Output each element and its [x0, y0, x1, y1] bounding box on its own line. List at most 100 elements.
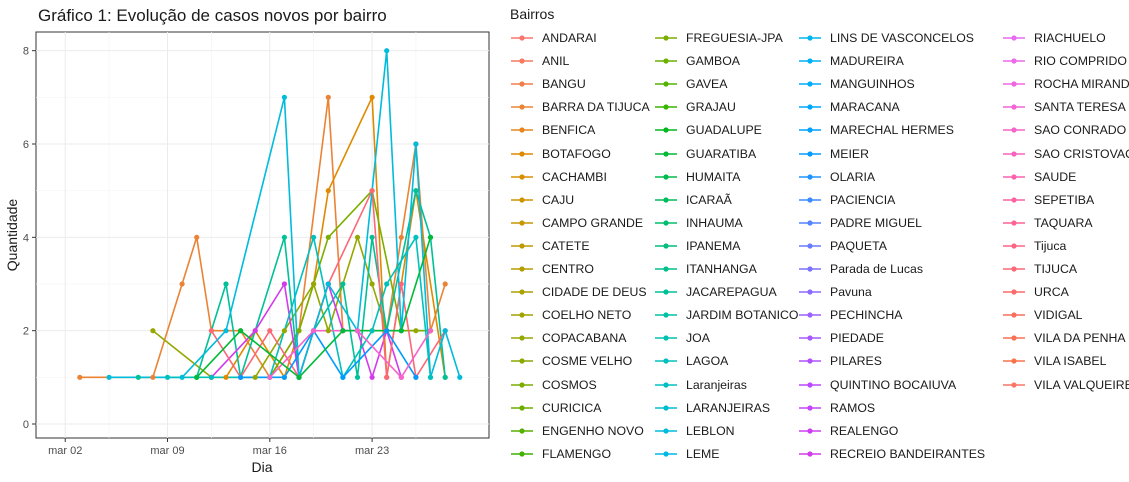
data-point — [354, 234, 361, 240]
data-point — [150, 374, 156, 380]
x-axis-label: Dia — [251, 459, 272, 475]
legend-entry: RIACHUELO — [1002, 28, 1106, 48]
legend-key — [655, 150, 677, 157]
legend-entry: JACAREPAGUA — [654, 282, 777, 302]
series-line — [210, 189, 446, 379]
legend-key-point — [807, 266, 813, 272]
legend-key-point — [519, 404, 525, 411]
legend-label: GRAJAU — [686, 100, 736, 115]
legend-entry: ANDARAI — [510, 28, 597, 48]
legend-entry: GUARATIBA — [654, 144, 756, 164]
x-tick-label: mar 16 — [253, 445, 287, 457]
legend-key — [1003, 58, 1025, 64]
series-line — [79, 96, 446, 379]
legend-label: CAJU — [542, 192, 575, 207]
legend-entry: RAMOS — [798, 398, 875, 418]
legend-label: RECREIO BANDEIRANTES — [830, 446, 986, 461]
legend-entry: SEPETIBA — [1002, 190, 1094, 210]
legend-key — [1003, 220, 1025, 226]
data-point — [398, 234, 404, 240]
legend-label: COPACABANA — [542, 331, 627, 346]
legend-key-point — [807, 104, 813, 110]
data-point — [384, 48, 390, 54]
legend-label: COSMOS — [542, 377, 597, 392]
data-point — [164, 374, 171, 380]
legend-key-point — [519, 173, 525, 180]
legend-key — [511, 127, 533, 133]
legend-key — [799, 35, 821, 41]
legend-entry: LEBLON — [654, 421, 735, 441]
legend-key — [799, 428, 821, 434]
legend-label: GAMBOA — [686, 54, 740, 69]
x-tick-label: mar 09 — [150, 445, 184, 457]
legend-key — [655, 312, 677, 318]
data-point — [457, 374, 463, 380]
legend-label: Pavuna — [830, 285, 872, 300]
data-point — [340, 281, 346, 287]
legend-entry: VILA ISABEL — [1002, 351, 1106, 371]
legend-entry: REALENGO — [798, 421, 898, 441]
legend-label: LEBLON — [686, 423, 735, 438]
data-point — [398, 374, 404, 380]
legend-key — [655, 220, 677, 226]
legend-key-point — [807, 197, 813, 203]
legend-label: ENGENHO NOVO — [542, 423, 644, 438]
legend-key — [655, 289, 677, 295]
legend-entry: IPANEMA — [654, 236, 740, 256]
legend-key — [799, 127, 821, 133]
legend-key-point — [519, 220, 525, 226]
data-point — [354, 374, 361, 380]
legend-entry: ROCHA MIRANDA — [1002, 74, 1129, 94]
legend-key-point — [1011, 381, 1017, 388]
plot-border — [35, 31, 490, 439]
data-point — [369, 188, 375, 194]
legend-label: Laranjeiras — [686, 377, 747, 392]
legend-key-point — [1011, 289, 1017, 295]
data-point — [194, 374, 200, 380]
legend-label: PADRE MIGUEL — [830, 215, 923, 230]
data-point — [398, 328, 404, 334]
legend-key-point — [663, 266, 669, 272]
legend-entry: FREGUESIA-JPA — [654, 28, 783, 48]
legend-label: CURICICA — [542, 400, 602, 415]
legend-entry: RIO COMPRIDO — [1002, 51, 1127, 71]
legend-label: GUADALUPE — [686, 123, 762, 138]
legend-key-point — [807, 381, 813, 388]
legend-key-point — [807, 335, 813, 341]
legend-key — [655, 335, 677, 341]
legend-key-point — [519, 127, 525, 133]
legend-entry: PILARES — [798, 351, 882, 371]
legend-key-point — [1011, 150, 1017, 157]
legend-key-point — [663, 451, 669, 457]
legend-entry: COELHO NETO — [510, 305, 631, 325]
data-point — [427, 234, 434, 240]
legend-label: LEME — [686, 446, 720, 461]
legend-label: TAQUARA — [1034, 215, 1093, 230]
data-point — [194, 234, 200, 240]
legend-entry: ITANHANGA — [654, 259, 757, 279]
legend-key-point — [663, 220, 669, 226]
data-point — [384, 281, 390, 287]
legend-entry: OLARIA — [798, 167, 875, 187]
legend-key-point — [1011, 104, 1017, 110]
data-point — [325, 188, 331, 194]
legend-key — [511, 381, 533, 388]
data-point — [135, 374, 141, 380]
legend-label: SEPETIBA — [1034, 192, 1095, 207]
legend-key — [1003, 150, 1025, 157]
data-point — [311, 281, 317, 287]
legend-key — [655, 358, 677, 364]
legend-key-point — [807, 81, 813, 87]
data-point — [179, 281, 185, 287]
data-point — [384, 374, 390, 380]
legend-key — [655, 35, 677, 41]
legend-entry: TAQUARA — [1002, 213, 1093, 233]
legend-key-point — [807, 451, 813, 457]
legend-key-point — [663, 335, 669, 341]
legend-key-point — [807, 220, 813, 226]
legend-key — [799, 335, 821, 341]
legend-label: ANIL — [542, 54, 570, 69]
series-line — [196, 237, 432, 379]
legend-key — [511, 404, 533, 411]
legend-label: CACHAMBI — [542, 169, 607, 184]
